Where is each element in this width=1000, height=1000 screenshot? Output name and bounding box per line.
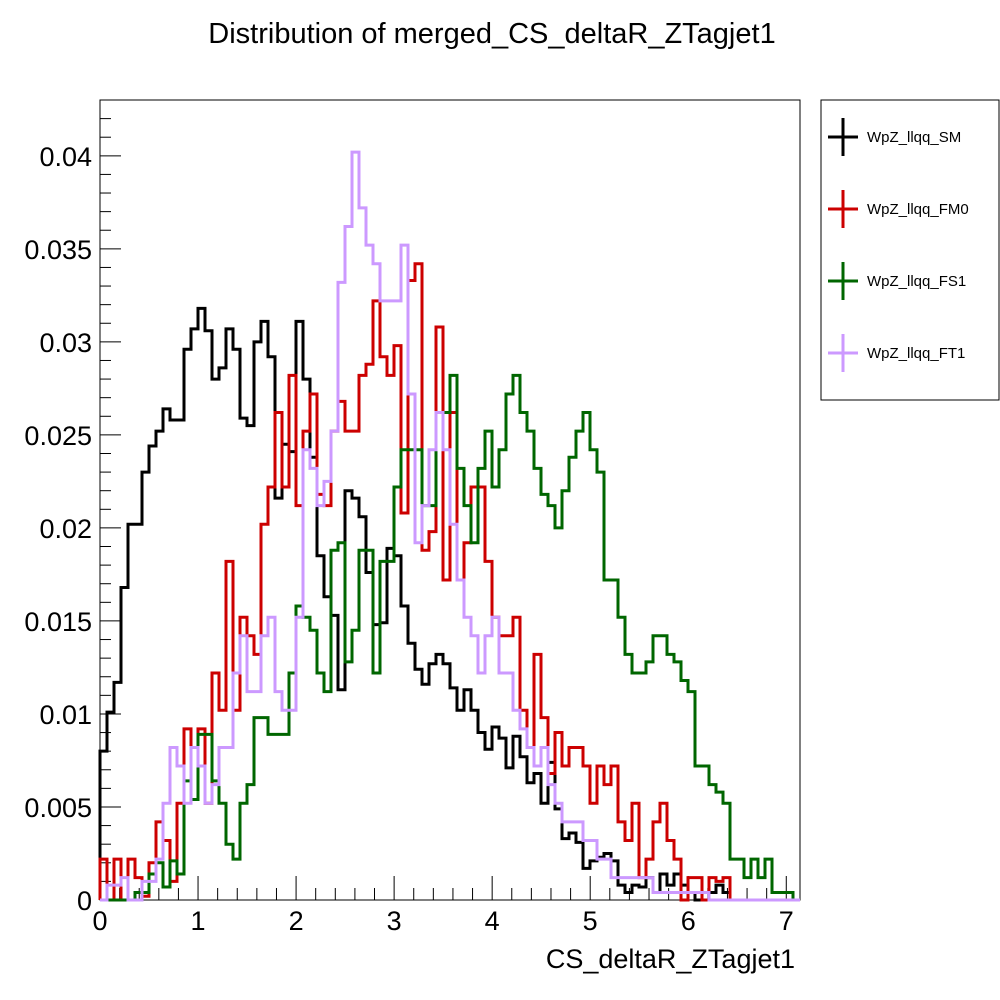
x-tick-labels: 0 1 2 3 4 5 6 7 xyxy=(92,906,793,936)
y-tick-label: 0.015 xyxy=(24,607,92,637)
histogram-series xyxy=(98,150,800,902)
x-tick-label: 6 xyxy=(681,906,696,936)
series-wpz-llqq-ft1 xyxy=(100,150,800,902)
legend-box xyxy=(820,99,1000,401)
legend-label: WpZ_llqq_FT1 xyxy=(867,345,965,362)
x-tick-label: 3 xyxy=(387,906,402,936)
y-tick-label: 0.01 xyxy=(39,700,92,730)
y-tick-label: 0.02 xyxy=(39,514,92,544)
legend: WpZ_llqq_SM WpZ_llqq_FM0 WpZ_llqq_FS1 WpZ_l… xyxy=(820,99,1000,401)
x-tick-label: 5 xyxy=(583,906,598,936)
legend-label: WpZ_llqq_SM xyxy=(867,129,961,146)
legend-label: WpZ_llqq_FS1 xyxy=(867,273,966,290)
plot-frame xyxy=(99,99,801,901)
y-tick-label: 0.035 xyxy=(24,235,92,265)
y-tick-label: 0 xyxy=(77,886,92,916)
x-tick-label: 0 xyxy=(92,906,107,936)
legend-label: WpZ_llqq_FM0 xyxy=(867,201,969,218)
x-tick-label: 2 xyxy=(289,906,304,936)
series-wpz-llqq-fs1 xyxy=(100,373,800,902)
legend-entry: WpZ_llqq_SM xyxy=(828,118,961,156)
chart-title: Distribution of merged_CS_deltaR_ZTagjet… xyxy=(208,18,775,50)
legend-entry: WpZ_llqq_FM0 xyxy=(828,190,969,228)
y-tick-label: 0.04 xyxy=(39,142,92,172)
x-tick-label: 7 xyxy=(779,906,794,936)
legend-entry: WpZ_llqq_FT1 xyxy=(828,334,965,372)
legend-entry: WpZ_llqq_FS1 xyxy=(828,262,966,300)
x-tick-label: 4 xyxy=(485,906,500,936)
y-tick-label: 0.005 xyxy=(24,793,92,823)
legend-items: WpZ_llqq_SM WpZ_llqq_FM0 WpZ_llqq_FS1 WpZ_l… xyxy=(828,118,969,372)
y-tick-labels: 0 0.005 0.01 0.015 0.02 0.025 0.03 0.035 0.04 xyxy=(24,142,92,916)
y-tick-label: 0.03 xyxy=(39,328,92,358)
y-tick-label: 0.025 xyxy=(24,421,92,451)
x-axis-label: CS_deltaR_ZTagjet1 xyxy=(546,944,795,974)
x-tick-label: 1 xyxy=(191,906,206,936)
